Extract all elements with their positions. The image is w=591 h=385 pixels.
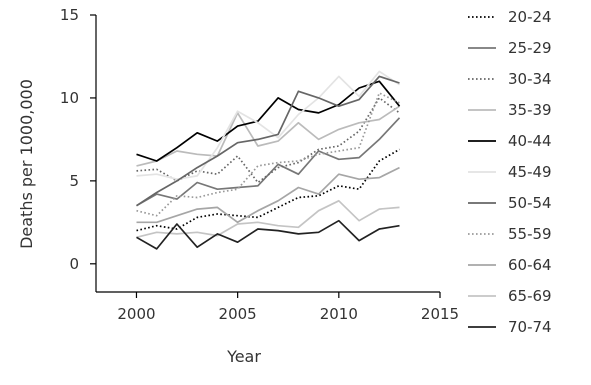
legend-item-70-74: 70-74 — [468, 318, 552, 336]
legend: 20-24 25-29 30-34 35-39 40-44 45-49 50-54 55-59… — [468, 8, 552, 336]
y-tick-label: 10 — [60, 89, 79, 107]
legend-item-55-59: 55-59 — [468, 225, 552, 243]
y-ticks: 0 5 10 15 — [60, 6, 96, 273]
x-tick-label: 2000 — [117, 305, 155, 323]
series-line-55-59 — [136, 92, 400, 217]
series-line-50-54 — [136, 75, 400, 207]
legend-item-60-64: 60-64 — [468, 256, 552, 274]
legend-item-20-24: 20-24 — [468, 8, 552, 26]
series-line-35-39 — [136, 105, 400, 167]
legend-label: 30-34 — [508, 70, 552, 88]
legend-label: 45-49 — [508, 163, 552, 181]
legend-item-45-49: 45-49 — [468, 163, 552, 181]
x-tick-label: 2015 — [421, 305, 459, 323]
legend-item-40-44: 40-44 — [468, 132, 552, 150]
legend-item-25-29: 25-29 — [468, 39, 552, 57]
legend-label: 25-29 — [508, 39, 552, 57]
y-tick-label: 15 — [60, 6, 79, 24]
legend-label: 50-54 — [508, 194, 552, 212]
legend-item-35-39: 35-39 — [468, 101, 552, 119]
axes: 0 5 10 15 2000 2005 2010 2015 — [60, 6, 459, 323]
x-tick-label: 2005 — [219, 305, 257, 323]
legend-item-30-34: 30-34 — [468, 70, 552, 88]
x-ticks: 2000 2005 2010 2015 — [117, 292, 459, 323]
legend-item-65-69: 65-69 — [468, 287, 552, 305]
series-line-40-44 — [136, 80, 401, 162]
legend-label: 65-69 — [508, 287, 552, 305]
y-tick-label: 5 — [69, 172, 79, 190]
x-tick-label: 2010 — [320, 305, 358, 323]
legend-label: 55-59 — [508, 225, 552, 243]
plot-lines — [136, 70, 401, 250]
series-line-70-74 — [136, 219, 400, 250]
y-axis-title: Deaths per 1000,000 — [17, 79, 36, 249]
legend-label: 20-24 — [508, 8, 552, 26]
legend-label: 70-74 — [508, 318, 552, 336]
legend-label: 40-44 — [508, 132, 552, 150]
series-line-20-24 — [136, 148, 400, 232]
x-axis-title: Year — [226, 347, 261, 366]
series-line-60-64 — [136, 166, 400, 224]
legend-label: 35-39 — [508, 101, 552, 119]
series-line-65-69 — [136, 199, 400, 239]
legend-label: 60-64 — [508, 256, 552, 274]
legend-item-50-54: 50-54 — [468, 194, 552, 212]
y-tick-label: 0 — [69, 255, 79, 273]
